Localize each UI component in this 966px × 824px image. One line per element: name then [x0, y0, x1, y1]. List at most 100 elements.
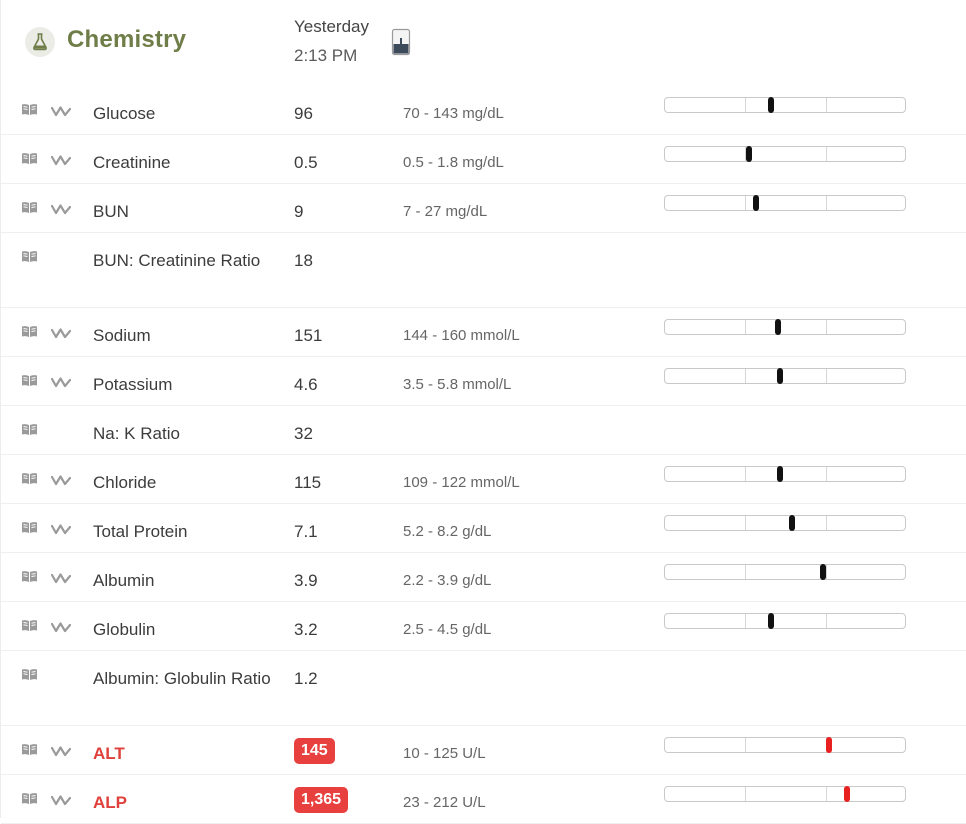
- range-marker: [753, 195, 760, 211]
- range-marker: [746, 146, 752, 162]
- abnormal-value-badge: 1,365: [294, 787, 349, 813]
- test-name: Potassium: [93, 375, 173, 394]
- book-icon[interactable]: [21, 423, 38, 441]
- abnormal-value-badge: 145: [294, 738, 335, 764]
- table-row: Potassium 4.6 3.5 - 5.8 mmol/L: [1, 357, 966, 406]
- book-icon[interactable]: [21, 152, 38, 170]
- test-name: Glucose: [93, 104, 156, 123]
- table-row: Sodium 151 144 - 160 mmol/L: [1, 308, 966, 357]
- reference-range: 70 - 143 mg/dL: [403, 105, 504, 122]
- test-value: 151: [294, 326, 323, 345]
- test-name: Albumin: [93, 571, 155, 590]
- book-icon[interactable]: [21, 201, 38, 219]
- trend-icon[interactable]: [50, 793, 72, 811]
- test-value: 18: [294, 251, 313, 270]
- test-name: Total Protein: [93, 522, 188, 541]
- test-value: 1.2: [294, 669, 318, 688]
- book-icon[interactable]: [21, 743, 38, 761]
- test-value: 7.1: [294, 522, 318, 541]
- reference-range: 109 - 122 mmol/L: [403, 474, 520, 491]
- test-value: 4.6: [294, 375, 318, 394]
- test-name: ALP: [93, 793, 127, 812]
- trend-icon[interactable]: [50, 326, 72, 344]
- test-name: Albumin: Globulin Ratio: [93, 669, 271, 688]
- trend-icon[interactable]: [50, 571, 72, 589]
- reference-range: 2.2 - 3.9 g/dL: [403, 572, 492, 589]
- reference-range: 0.5 - 1.8 mg/dL: [403, 154, 504, 171]
- range-bar: [664, 515, 906, 531]
- book-icon[interactable]: [21, 792, 38, 810]
- range-marker: [767, 613, 774, 629]
- results-list: Glucose 96 70 - 143 mg/dL Creatinine 0.5 0.5 …: [1, 86, 966, 824]
- test-name: Creatinine: [93, 153, 171, 172]
- result-date: Yesterday: [294, 17, 369, 36]
- range-bar: [664, 97, 906, 113]
- reference-range: 3.5 - 5.8 mmol/L: [403, 376, 512, 393]
- test-name: Globulin: [93, 620, 156, 639]
- reference-range: 2.5 - 4.5 g/dL: [403, 621, 492, 638]
- range-marker: [767, 97, 774, 113]
- trend-icon[interactable]: [50, 473, 72, 491]
- flask-icon: [25, 27, 55, 57]
- section-title: Chemistry: [67, 26, 187, 53]
- range-bar: [664, 466, 906, 482]
- range-bar: [664, 613, 906, 629]
- trend-icon[interactable]: [50, 744, 72, 762]
- table-row: ALP 1,365 23 - 212 U/L: [1, 775, 966, 824]
- sample-tube-icon[interactable]: [391, 28, 411, 61]
- range-bar: [664, 737, 906, 753]
- test-name: ALT: [93, 744, 125, 763]
- test-value: 0.5: [294, 153, 318, 172]
- trend-icon[interactable]: [50, 202, 72, 220]
- book-icon[interactable]: [21, 103, 38, 121]
- book-icon[interactable]: [21, 668, 38, 686]
- range-marker: [820, 564, 827, 580]
- range-bar: [664, 786, 906, 802]
- book-icon[interactable]: [21, 619, 38, 637]
- section-header: Chemistry Yesterday 2:13 PM: [1, 0, 966, 86]
- test-name: BUN: [93, 202, 129, 221]
- book-icon[interactable]: [21, 374, 38, 392]
- range-marker: [774, 319, 781, 335]
- range-marker: [826, 737, 833, 753]
- trend-icon[interactable]: [50, 104, 72, 122]
- reference-range: 5.2 - 8.2 g/dL: [403, 523, 492, 540]
- table-row: BUN: Creatinine Ratio 18: [1, 233, 966, 308]
- test-value: 9: [294, 202, 304, 221]
- test-name: BUN: Creatinine Ratio: [93, 251, 261, 270]
- reference-range: 144 - 160 mmol/L: [403, 327, 520, 344]
- table-row: Na: K Ratio 32: [1, 406, 966, 455]
- trend-icon[interactable]: [50, 153, 72, 171]
- table-row: Albumin 3.9 2.2 - 3.9 g/dL: [1, 553, 966, 602]
- table-row: Albumin: Globulin Ratio 1.2: [1, 651, 966, 726]
- range-marker: [789, 515, 796, 531]
- book-icon[interactable]: [21, 521, 38, 539]
- result-time: 2:13 PM: [294, 46, 358, 65]
- book-icon[interactable]: [21, 570, 38, 588]
- reference-range: 10 - 125 U/L: [403, 745, 486, 762]
- reference-range: 23 - 212 U/L: [403, 794, 486, 811]
- range-marker: [777, 368, 784, 384]
- book-icon[interactable]: [21, 325, 38, 343]
- range-bar: [664, 368, 906, 384]
- reference-range: 7 - 27 mg/dL: [403, 203, 488, 220]
- trend-icon[interactable]: [50, 375, 72, 393]
- test-value: 96: [294, 104, 313, 123]
- table-row: BUN 9 7 - 27 mg/dL: [1, 184, 966, 233]
- trend-icon[interactable]: [50, 620, 72, 638]
- table-row: Creatinine 0.5 0.5 - 1.8 mg/dL: [1, 135, 966, 184]
- book-icon[interactable]: [21, 250, 38, 268]
- table-row: Globulin 3.2 2.5 - 4.5 g/dL: [1, 602, 966, 651]
- book-icon[interactable]: [21, 472, 38, 490]
- table-row: Chloride 115 109 - 122 mmol/L: [1, 455, 966, 504]
- range-bar: [664, 564, 906, 580]
- trend-icon[interactable]: [50, 522, 72, 540]
- table-row: Total Protein 7.1 5.2 - 8.2 g/dL: [1, 504, 966, 553]
- range-bar: [664, 195, 906, 211]
- test-value: 3.2: [294, 620, 318, 639]
- test-name: Na: K Ratio: [93, 424, 180, 443]
- range-bar: [664, 146, 906, 162]
- test-value: 3.9: [294, 571, 318, 590]
- range-marker: [844, 786, 851, 802]
